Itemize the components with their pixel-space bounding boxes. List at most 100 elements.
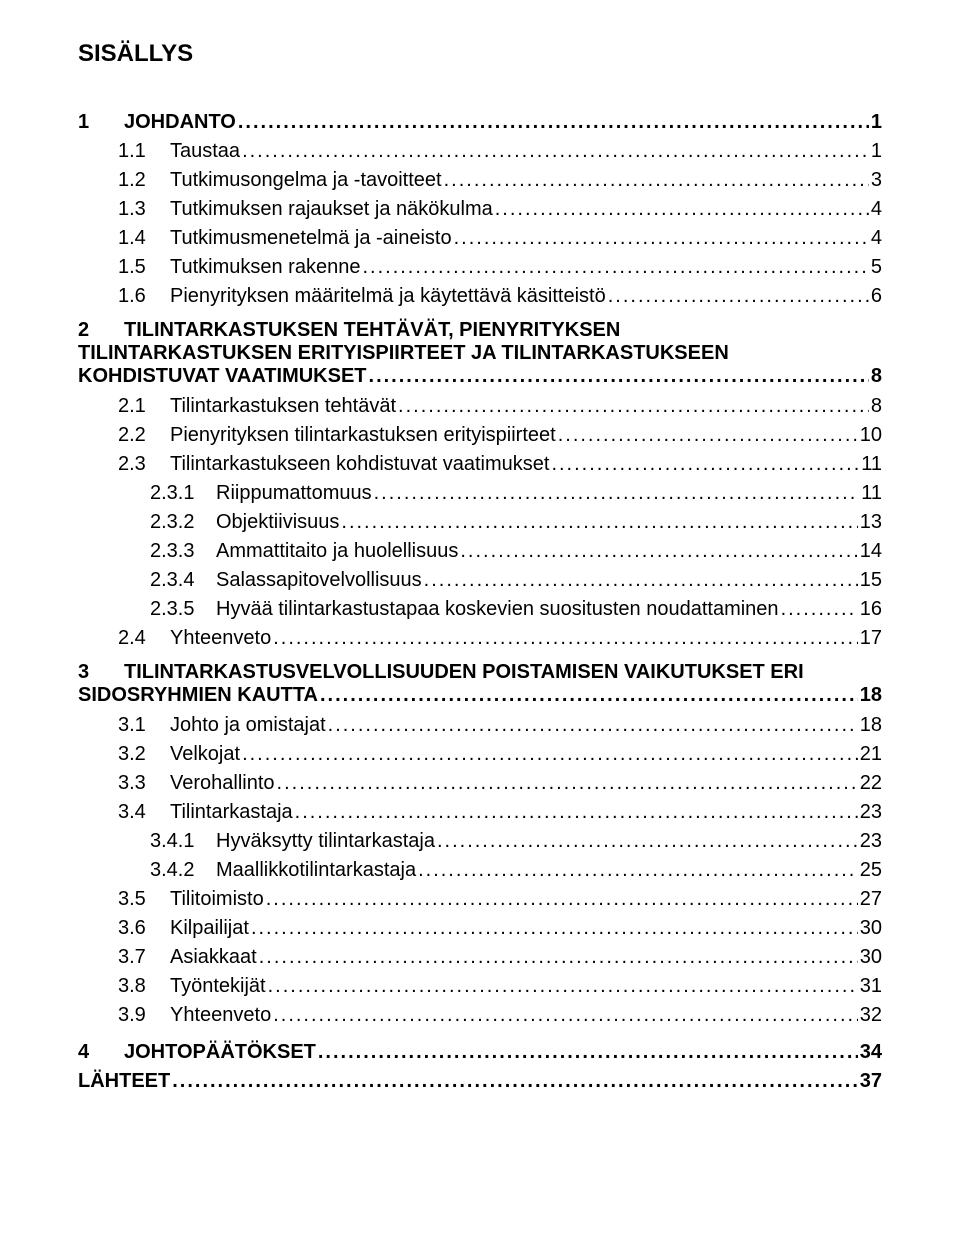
toc-label: Tilintarkastaja xyxy=(170,801,293,823)
toc-leader-dots xyxy=(369,365,869,388)
toc-label: Verohallinto xyxy=(170,772,275,794)
toc-leader-dots xyxy=(608,282,869,311)
toc-leader-dots xyxy=(259,943,858,972)
toc-page-number: 22 xyxy=(860,769,882,798)
toc-number: 3.6 xyxy=(118,914,170,943)
toc-label: TILINTARKASTUSVELVOLLISUUDEN POISTAMISEN… xyxy=(124,661,804,684)
toc-label-container: 4JOHTOPÄÄTÖKSET xyxy=(78,1038,316,1067)
toc-number: 1.6 xyxy=(118,282,170,311)
toc-number: 2.4 xyxy=(118,624,170,653)
toc-leader-dots xyxy=(437,827,858,856)
toc-leader-dots xyxy=(172,1067,858,1096)
toc-label: Yhteenveto xyxy=(170,627,271,649)
toc-label-container: 3.1Johto ja omistajat xyxy=(118,711,326,740)
toc-number: 1.2 xyxy=(118,166,170,195)
toc-label: Ammattitaito ja huolellisuus xyxy=(216,540,458,562)
toc-leader-dots xyxy=(328,711,858,740)
toc-label: Tutkimusmenetelmä ja -aineisto xyxy=(170,227,452,249)
toc-number: 1.1 xyxy=(118,137,170,166)
toc-label-container: 2.2Pienyrityksen tilintarkastuksen erity… xyxy=(118,421,556,450)
toc-page-number: 11 xyxy=(861,479,882,508)
toc-leader-dots xyxy=(781,595,858,624)
toc-section-heading: 2TILINTARKASTUKSEN TEHTÄVÄT, PIENYRITYKS… xyxy=(78,319,882,388)
toc-entry: 1.1Taustaa 1 xyxy=(78,137,882,166)
toc-label: Pienyrityksen tilintarkastuksen erityisp… xyxy=(170,424,556,446)
toc-section-heading: 3TILINTARKASTUSVELVOLLISUUDEN POISTAMISE… xyxy=(78,661,882,707)
toc-label: Asiakkaat xyxy=(170,946,257,968)
toc-number: 3.4 xyxy=(118,798,170,827)
toc-label: Tutkimusongelma ja -tavoitteet xyxy=(170,169,442,191)
toc-label: Velkojat xyxy=(170,743,240,765)
toc-page-number: 30 xyxy=(860,914,882,943)
toc-entry: 1.5Tutkimuksen rakenne 5 xyxy=(78,253,882,282)
toc-label-container: 1.2Tutkimusongelma ja -tavoitteet xyxy=(118,166,442,195)
toc-label: Hyväksytty tilintarkastaja xyxy=(216,830,435,852)
toc-page-number: 4 xyxy=(871,195,882,224)
toc-leader-dots xyxy=(266,885,858,914)
toc-leader-dots xyxy=(495,195,869,224)
toc-entry: 3.2Velkojat21 xyxy=(78,740,882,769)
toc-leader-dots xyxy=(398,392,869,421)
toc-label-container: 2.3.1Riippumattomuus xyxy=(150,479,372,508)
toc-number: 1.3 xyxy=(118,195,170,224)
toc-label-container: 1.6Pienyrityksen määritelmä ja käytettäv… xyxy=(118,282,606,311)
toc-number: 2.3.2 xyxy=(150,508,216,537)
toc-label: Maallikkotilintarkastaja xyxy=(216,859,416,881)
toc-leader-dots xyxy=(318,1038,858,1067)
toc-label-container: 3.2Velkojat xyxy=(118,740,240,769)
toc-leader-dots xyxy=(251,914,858,943)
toc-label: Tutkimuksen rajaukset ja näkökulma xyxy=(170,198,493,220)
toc-label-container: 1.1Taustaa xyxy=(118,137,240,166)
toc-page-number: 1 xyxy=(871,137,882,166)
toc-leader-dots xyxy=(277,769,858,798)
toc-label: KOHDISTUVAT VAATIMUKSET xyxy=(78,365,367,388)
toc-label-container: 1.5Tutkimuksen rakenne xyxy=(118,253,360,282)
toc-entry: 2.1Tilintarkastuksen tehtävät 8 xyxy=(78,392,882,421)
toc-number: 2.3.1 xyxy=(150,479,216,508)
toc-page-number: 8 xyxy=(871,392,882,421)
toc-entry: 3.4Tilintarkastaja 23 xyxy=(78,798,882,827)
toc-number: 1.4 xyxy=(118,224,170,253)
toc-label-container: 2.3Tilintarkastukseen kohdistuvat vaatim… xyxy=(118,450,549,479)
toc-number: 3.3 xyxy=(118,769,170,798)
toc-label-container: 3.4.2Maallikkotilintarkastaja xyxy=(150,856,416,885)
toc-page-number: 1 xyxy=(871,108,882,137)
toc-label: Johto ja omistajat xyxy=(170,714,326,736)
toc-page-number: 14 xyxy=(860,537,882,566)
toc-leader-dots xyxy=(424,566,858,595)
toc-label-container: 2.3.5Hyvää tilintarkastustapaa koskevien… xyxy=(150,595,779,624)
toc-number: 3.9 xyxy=(118,1001,170,1030)
toc-label: Salassapitovelvollisuus xyxy=(216,569,422,591)
toc-label: JOHDANTO xyxy=(124,111,236,133)
toc-label: Tutkimuksen rakenne xyxy=(170,256,360,278)
toc-page-number: 25 xyxy=(860,856,882,885)
toc-entry: 2.3.1Riippumattomuus 11 xyxy=(78,479,882,508)
toc-number: 2.3.3 xyxy=(150,537,216,566)
toc-leader-dots xyxy=(273,1001,858,1030)
toc-label-container: 1.4Tutkimusmenetelmä ja -aineisto xyxy=(118,224,452,253)
toc-page-number: 6 xyxy=(871,282,882,311)
toc-page-number: 30 xyxy=(860,943,882,972)
toc-leader-dots xyxy=(273,624,858,653)
toc-label: Pienyrityksen määritelmä ja käytettävä k… xyxy=(170,285,606,307)
toc-number: 3.4.1 xyxy=(150,827,216,856)
toc-entry: 2.3.4Salassapitovelvollisuus15 xyxy=(78,566,882,595)
toc-label: SIDOSRYHMIEN KAUTTA xyxy=(78,684,318,707)
toc-label-container: 3.6Kilpailijat xyxy=(118,914,249,943)
toc-label: Tilintarkastukseen kohdistuvat vaatimuks… xyxy=(170,453,549,475)
toc-leader-dots xyxy=(341,508,857,537)
toc-entry: 3.5Tilitoimisto27 xyxy=(78,885,882,914)
toc-label-container: 1.3Tutkimuksen rajaukset ja näkökulma xyxy=(118,195,493,224)
toc-entry: 3.9Yhteenveto32 xyxy=(78,1001,882,1030)
toc-page-number: 23 xyxy=(860,798,882,827)
toc-label: Yhteenveto xyxy=(170,1004,271,1026)
toc-label-container: 3.4.1Hyväksytty tilintarkastaja xyxy=(150,827,435,856)
toc-page-number: 17 xyxy=(860,624,882,653)
toc-entry: 2.4Yhteenveto 17 xyxy=(78,624,882,653)
toc-page-number: 5 xyxy=(871,253,882,282)
toc-leader-dots xyxy=(242,137,869,166)
toc-label: Taustaa xyxy=(170,140,240,162)
toc-number: 3.8 xyxy=(118,972,170,1001)
toc-number: 3.7 xyxy=(118,943,170,972)
toc-label-container: 2.1Tilintarkastuksen tehtävät xyxy=(118,392,396,421)
